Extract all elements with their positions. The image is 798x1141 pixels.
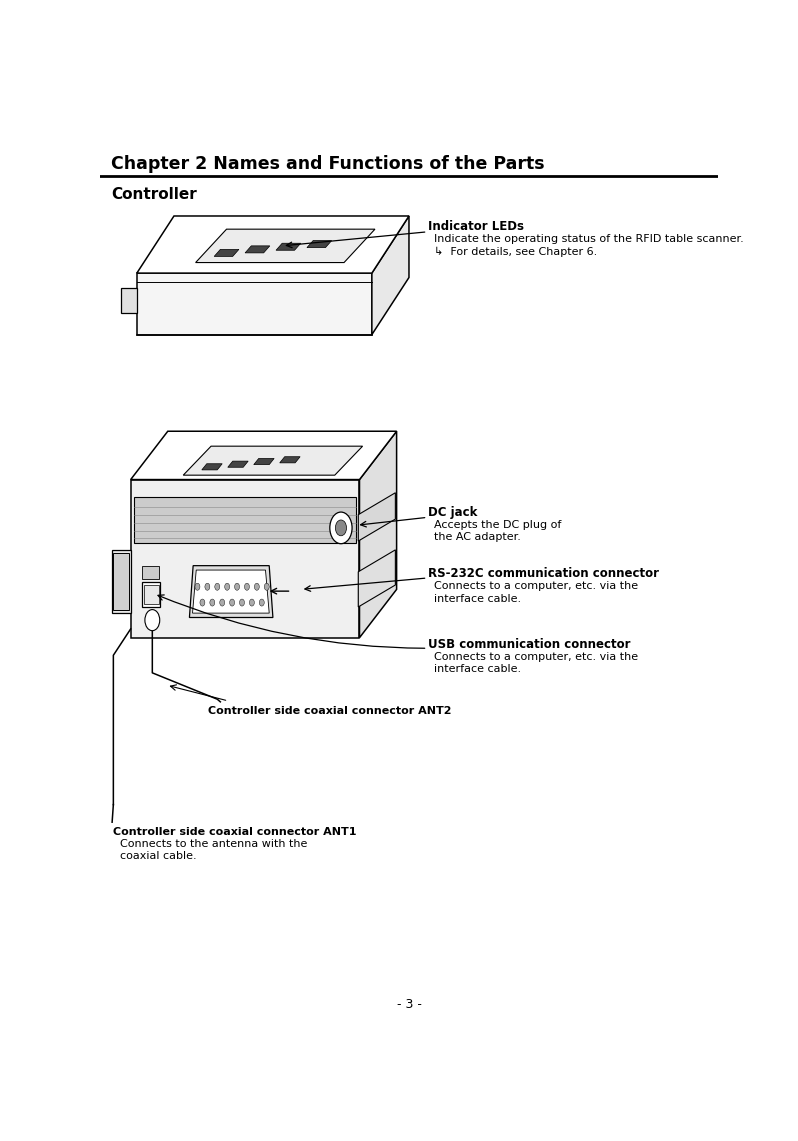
Polygon shape bbox=[142, 582, 160, 607]
Polygon shape bbox=[254, 459, 275, 464]
Polygon shape bbox=[245, 245, 270, 253]
Polygon shape bbox=[358, 550, 395, 607]
Text: the AC adapter.: the AC adapter. bbox=[434, 532, 520, 542]
Circle shape bbox=[219, 599, 225, 606]
Text: Controller side coaxial connector ANT2: Controller side coaxial connector ANT2 bbox=[208, 706, 452, 717]
Text: interface cable.: interface cable. bbox=[434, 664, 521, 674]
Polygon shape bbox=[112, 550, 131, 613]
Polygon shape bbox=[307, 241, 332, 248]
Circle shape bbox=[225, 583, 230, 590]
Polygon shape bbox=[372, 216, 409, 334]
Text: - 3 -: - 3 - bbox=[397, 998, 421, 1011]
Circle shape bbox=[230, 599, 235, 606]
Circle shape bbox=[239, 599, 244, 606]
Circle shape bbox=[215, 583, 219, 590]
Polygon shape bbox=[131, 479, 359, 638]
Text: Controller side coaxial connector ANT1: Controller side coaxial connector ANT1 bbox=[113, 826, 357, 836]
Circle shape bbox=[255, 583, 259, 590]
Circle shape bbox=[205, 583, 210, 590]
Text: Chapter 2 Names and Functions of the Parts: Chapter 2 Names and Functions of the Par… bbox=[111, 155, 544, 173]
Polygon shape bbox=[280, 456, 300, 463]
Polygon shape bbox=[214, 250, 239, 257]
Polygon shape bbox=[113, 553, 129, 609]
Polygon shape bbox=[202, 463, 222, 470]
Polygon shape bbox=[137, 216, 409, 273]
Text: interface cable.: interface cable. bbox=[434, 593, 521, 604]
Text: Indicate the operating status of the RFID table scanner.: Indicate the operating status of the RFI… bbox=[434, 234, 744, 244]
Text: coaxial cable.: coaxial cable. bbox=[120, 851, 196, 861]
Polygon shape bbox=[189, 566, 273, 617]
Circle shape bbox=[259, 599, 264, 606]
Polygon shape bbox=[144, 585, 159, 605]
Text: Connects to a computer, etc. via the: Connects to a computer, etc. via the bbox=[434, 582, 638, 591]
Circle shape bbox=[200, 599, 205, 606]
Polygon shape bbox=[131, 431, 397, 479]
Text: DC jack: DC jack bbox=[428, 505, 477, 519]
Text: USB communication connector: USB communication connector bbox=[428, 638, 630, 650]
Circle shape bbox=[244, 583, 250, 590]
Polygon shape bbox=[227, 461, 248, 468]
Text: Controller: Controller bbox=[111, 186, 196, 202]
Polygon shape bbox=[359, 431, 397, 638]
Text: ↳  For details, see Chapter 6.: ↳ For details, see Chapter 6. bbox=[434, 246, 597, 257]
Text: Connects to the antenna with the: Connects to the antenna with the bbox=[120, 839, 307, 849]
Polygon shape bbox=[137, 273, 372, 334]
Polygon shape bbox=[134, 497, 357, 543]
Text: Indicator LEDs: Indicator LEDs bbox=[428, 220, 523, 234]
Circle shape bbox=[250, 599, 255, 606]
Polygon shape bbox=[196, 229, 375, 262]
Circle shape bbox=[330, 512, 352, 544]
Polygon shape bbox=[358, 493, 395, 541]
Polygon shape bbox=[276, 243, 301, 250]
Circle shape bbox=[145, 609, 160, 631]
Circle shape bbox=[195, 583, 200, 590]
Text: Accepts the DC plug of: Accepts the DC plug of bbox=[434, 520, 561, 529]
Polygon shape bbox=[142, 566, 159, 578]
Text: Connects to a computer, etc. via the: Connects to a computer, etc. via the bbox=[434, 652, 638, 662]
Polygon shape bbox=[192, 570, 269, 613]
Circle shape bbox=[235, 583, 239, 590]
Circle shape bbox=[264, 583, 269, 590]
Text: RS-232C communication connector: RS-232C communication connector bbox=[428, 567, 658, 581]
Circle shape bbox=[335, 520, 346, 536]
Polygon shape bbox=[184, 446, 362, 475]
Circle shape bbox=[210, 599, 215, 606]
Polygon shape bbox=[121, 288, 137, 313]
